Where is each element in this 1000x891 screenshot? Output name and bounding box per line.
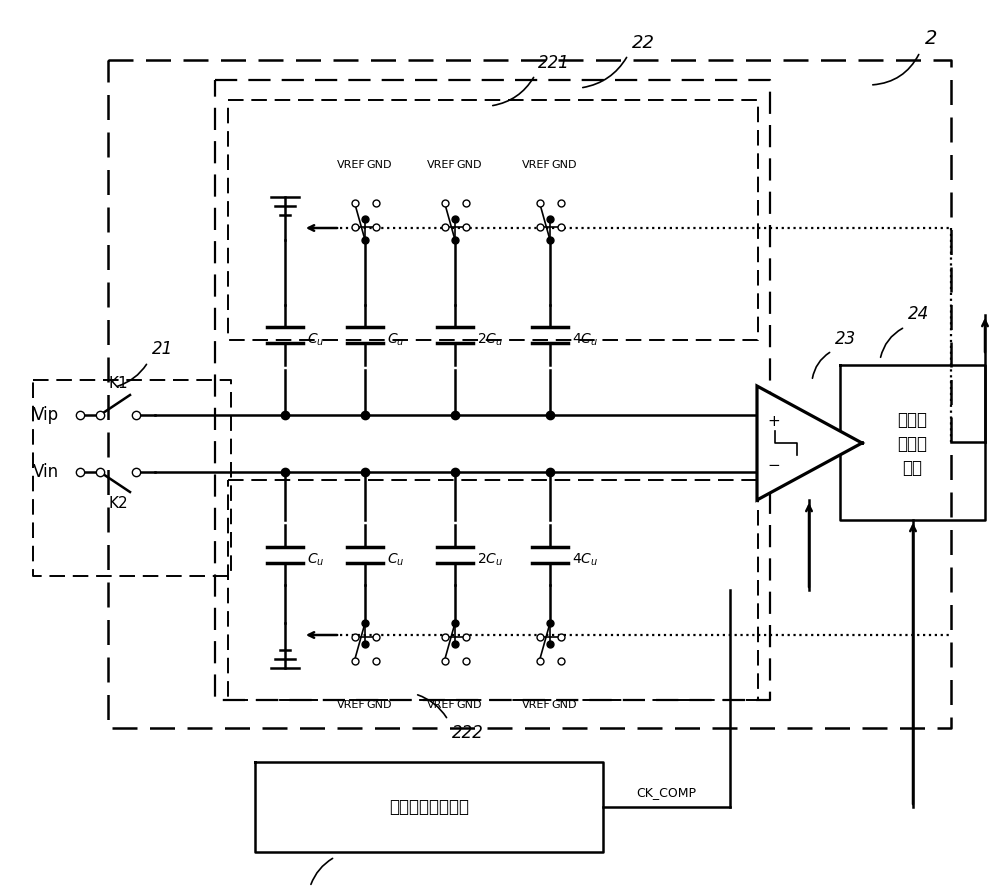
Text: CK_COMP: CK_COMP xyxy=(636,786,696,799)
Text: K1: K1 xyxy=(108,376,128,391)
Text: K2: K2 xyxy=(108,496,128,511)
Text: 222: 222 xyxy=(452,724,484,742)
Text: VREF: VREF xyxy=(427,160,455,170)
Text: $4C_u$: $4C_u$ xyxy=(572,331,598,348)
Text: −: − xyxy=(767,457,780,472)
Text: GND: GND xyxy=(551,160,577,170)
Text: 辑控制: 辑控制 xyxy=(897,435,927,453)
Text: $4C_u$: $4C_u$ xyxy=(572,552,598,568)
Text: VREF: VREF xyxy=(337,160,365,170)
Text: $C_u$: $C_u$ xyxy=(307,331,324,348)
Text: VREF: VREF xyxy=(427,700,455,710)
Text: 221: 221 xyxy=(538,54,570,72)
Text: $C_u$: $C_u$ xyxy=(307,552,324,568)
Text: VREF: VREF xyxy=(337,700,365,710)
Text: 1: 1 xyxy=(294,890,305,891)
Text: 23: 23 xyxy=(835,330,856,348)
Text: 异步逻辑控制电路: 异步逻辑控制电路 xyxy=(389,798,469,816)
Text: 模块: 模块 xyxy=(902,459,922,477)
Text: $C_u$: $C_u$ xyxy=(387,552,404,568)
Text: 24: 24 xyxy=(908,305,929,323)
Text: GND: GND xyxy=(366,700,392,710)
Text: 2: 2 xyxy=(925,29,937,48)
Text: 数字逻: 数字逻 xyxy=(897,411,927,429)
Text: Vip: Vip xyxy=(33,406,59,424)
Text: $2C_u$: $2C_u$ xyxy=(477,331,503,348)
Polygon shape xyxy=(757,386,862,500)
Text: 21: 21 xyxy=(152,340,173,358)
Text: GND: GND xyxy=(456,160,482,170)
Text: GND: GND xyxy=(551,700,577,710)
Text: VREF: VREF xyxy=(522,160,550,170)
Text: +: + xyxy=(767,413,780,429)
Text: GND: GND xyxy=(366,160,392,170)
Text: $2C_u$: $2C_u$ xyxy=(477,552,503,568)
Text: 22: 22 xyxy=(632,34,655,52)
Text: $C_u$: $C_u$ xyxy=(387,331,404,348)
Text: VREF: VREF xyxy=(522,700,550,710)
Text: Vin: Vin xyxy=(33,463,59,481)
Text: GND: GND xyxy=(456,700,482,710)
